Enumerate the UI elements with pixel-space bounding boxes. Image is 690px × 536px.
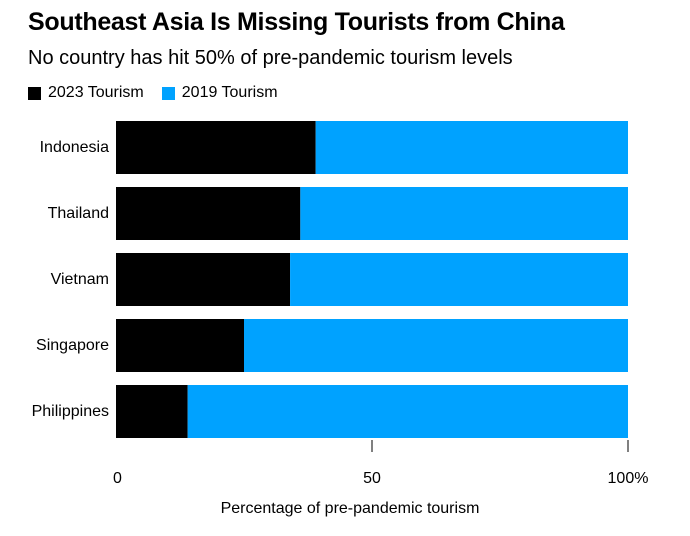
legend: 2023 Tourism 2019 Tourism bbox=[28, 84, 296, 102]
x-tick-label-100: 100% bbox=[608, 470, 649, 487]
bar-2019-tourism-singapore bbox=[244, 319, 628, 372]
chart-title: Southeast Asia Is Missing Tourists from … bbox=[28, 8, 565, 36]
x-axis-label: Percentage of pre-pandemic tourism bbox=[220, 500, 480, 517]
bar-2019-tourism-vietnam bbox=[290, 253, 628, 306]
y-tick-label-thailand: Thailand bbox=[48, 205, 109, 222]
bar-2023-tourism-philippines bbox=[116, 385, 188, 438]
legend-item-2023: 2023 Tourism bbox=[28, 84, 144, 102]
y-tick-label-singapore: Singapore bbox=[36, 337, 109, 354]
chart-subtitle: No country has hit 50% of pre-pandemic t… bbox=[28, 47, 513, 69]
legend-item-2019: 2019 Tourism bbox=[161, 84, 278, 102]
legend-label-2023: 2023 Tourism bbox=[48, 84, 144, 101]
bar-2019-tourism-thailand bbox=[300, 187, 628, 240]
x-tick-label-50: 50 bbox=[363, 470, 381, 487]
y-tick-label-indonesia: Indonesia bbox=[40, 139, 109, 156]
bar-2023-tourism-thailand bbox=[116, 187, 301, 240]
bar-2023-tourism-indonesia bbox=[116, 121, 316, 174]
bar-2023-tourism-vietnam bbox=[116, 253, 291, 306]
bar-2023-tourism-singapore bbox=[116, 319, 244, 372]
y-tick-label-vietnam: Vietnam bbox=[51, 271, 109, 288]
bar-2019-tourism-philippines bbox=[187, 385, 628, 438]
legend-swatch-2019 bbox=[161, 86, 175, 100]
x-tick-label-0: 0 bbox=[113, 470, 122, 487]
legend-label-2019: 2019 Tourism bbox=[181, 84, 278, 101]
bar-2019-tourism-indonesia bbox=[315, 121, 628, 174]
legend-swatch-2023 bbox=[28, 86, 41, 100]
y-tick-label-philippines: Philippines bbox=[32, 403, 109, 420]
